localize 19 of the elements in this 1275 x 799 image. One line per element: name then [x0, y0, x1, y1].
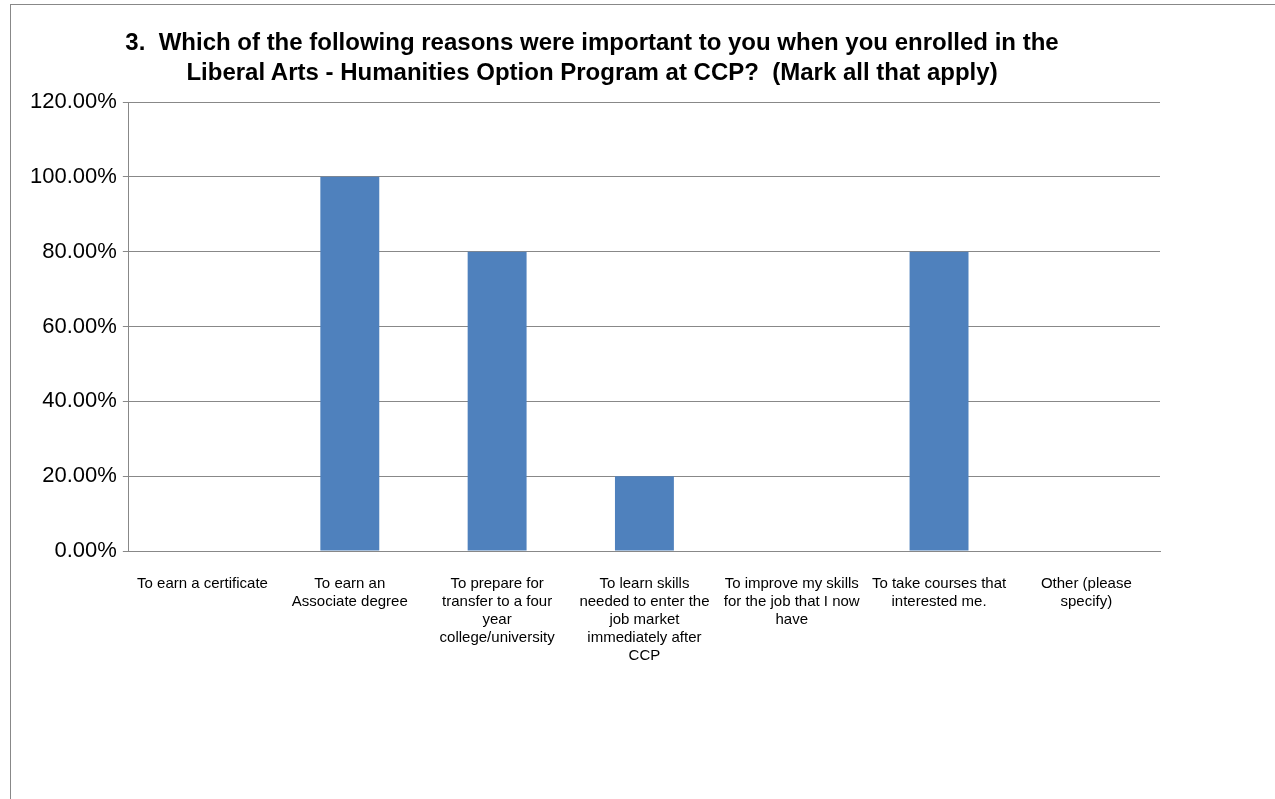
bar	[909, 251, 969, 551]
x-tick-label: To take courses that interested me.	[871, 574, 1007, 610]
x-tick-label: To earn a certificate	[137, 574, 268, 592]
y-tick-label: 0.00%	[54, 537, 117, 563]
chart-title: 3. Which of the following reasons were important to you when you enrolled in the Liberal Arts - Humanities Option Program at CCP? (Mark all that apply)	[125, 27, 1059, 85]
bar	[320, 176, 380, 551]
bar	[614, 476, 674, 551]
y-tick-label: 60.00%	[42, 312, 117, 338]
y-tick-label: 120.00%	[29, 88, 117, 114]
x-tick-label: To earn an Associate degree	[291, 574, 408, 610]
x-tick-label: To improve my skills for the job that I now have	[723, 574, 860, 628]
y-tick-label: 80.00%	[42, 237, 117, 263]
bar	[467, 251, 527, 551]
y-tick-label: 20.00%	[42, 462, 117, 488]
x-tick-label: To prepare for transfer to a four year college/university	[439, 574, 556, 646]
x-tick-label: Other (please specify)	[1040, 574, 1132, 610]
x-tick-label: To learn skills needed to enter the job market immediately after CCP	[579, 574, 710, 664]
y-tick-label: 100.00%	[29, 162, 117, 188]
y-tick-label: 40.00%	[42, 387, 117, 413]
